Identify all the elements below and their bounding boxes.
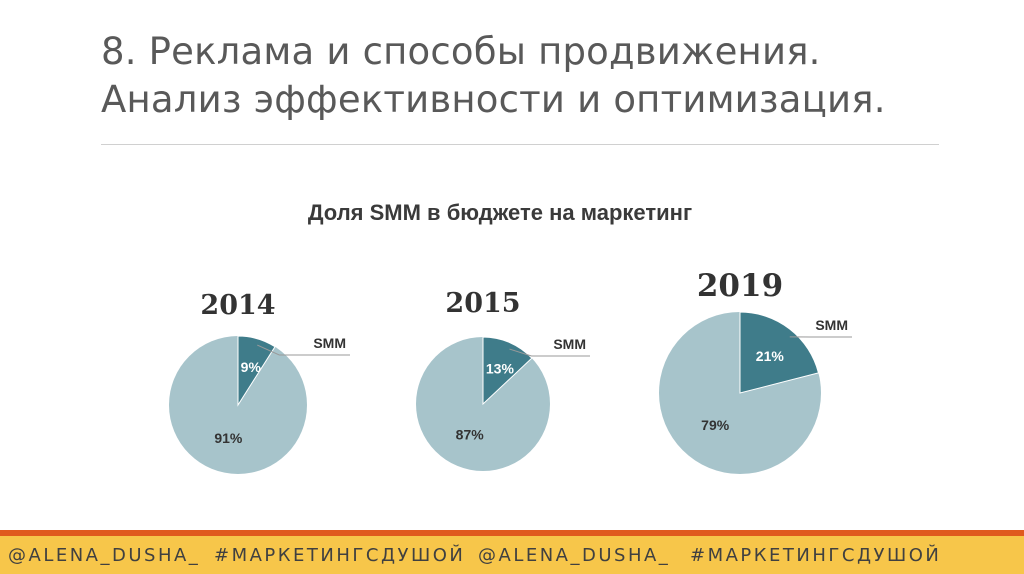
title-divider — [101, 144, 939, 145]
pie-leader-line-2015 — [509, 348, 590, 357]
pie-data-label-other-2015: 87% — [456, 427, 485, 443]
pie-year-label-2015: 2015 — [445, 288, 520, 319]
pie-year-label-2019: 2019 — [697, 268, 783, 304]
footer-handle-1: @ALENA_DUSHA_ — [8, 545, 201, 566]
pie-series-label-2014: SMM — [313, 335, 346, 351]
footer-hashtag-2: #МАРКЕТИНГСДУШОЙ — [690, 545, 942, 566]
footer-accent-line — [0, 530, 1024, 536]
page-title-line-2: Анализ эффективности и оптимизация. — [101, 78, 886, 121]
footer-handle-2: @ALENA_DUSHA_ — [478, 545, 671, 566]
pie-year-label-2014: 2014 — [200, 290, 275, 321]
pie-data-label-other-2014: 91% — [214, 430, 243, 446]
page-title-line-1: 8. Реклама и способы продвижения. — [101, 30, 821, 73]
pie-data-label-smm-2019: 21% — [756, 348, 785, 364]
pie-series-label-2019: SMM — [815, 317, 848, 333]
pie-charts: 2014 9% 91% SMM 2015 13% 87% SMM 2019 21% 79% SMM — [169, 268, 852, 474]
chart-title: Доля SMM в бюджете на маркетинг — [307, 200, 693, 225]
pie-slice-smm-2015 — [482, 336, 533, 406]
pie-data-label-smm-2014: 9% — [241, 359, 262, 375]
pie-data-label-smm-2015: 13% — [486, 361, 515, 377]
pie-leader-line-2014 — [257, 344, 350, 356]
footer-hashtag-1: #МАРКЕТИНГСДУШОЙ — [214, 545, 466, 566]
pie-slice-smm-2014 — [237, 335, 276, 407]
pie-series-label-2015: SMM — [553, 336, 586, 352]
footer-bar — [0, 530, 1024, 574]
pie-data-label-other-2019: 79% — [701, 417, 730, 433]
pie-slice-smm-2019 — [739, 311, 820, 394]
page-title: 8. Реклама и способы продвижения. Анализ… — [101, 28, 961, 124]
